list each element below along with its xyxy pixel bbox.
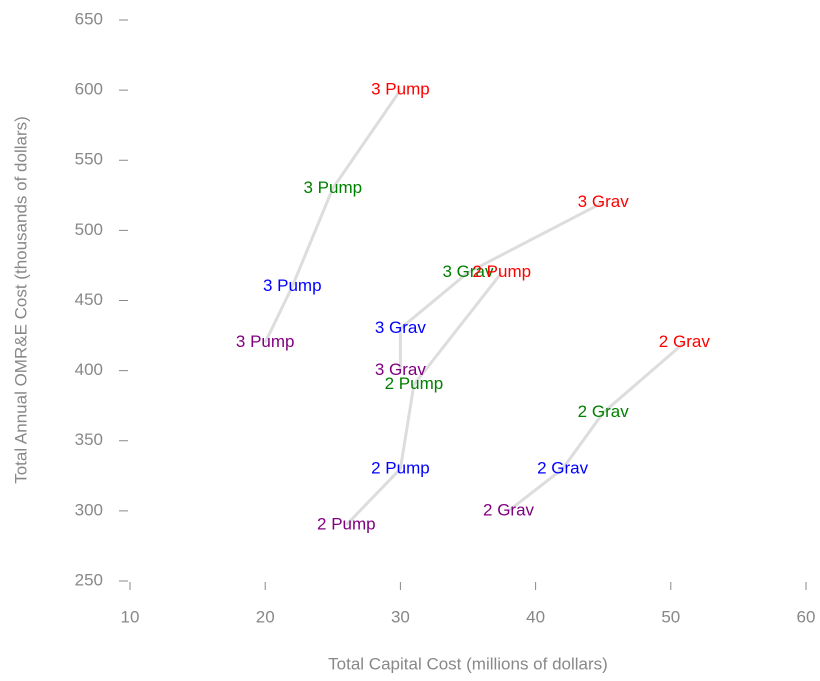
point-label: 3 Pump [236,332,295,351]
y-tick-label: 600 [75,80,103,99]
x-tick-label: 20 [256,607,275,626]
point-label: 2 Grav [578,402,630,421]
y-tick-label: 350 [75,430,103,449]
connector-line [507,341,686,513]
point-label: 2 Pump [473,262,532,281]
point-label: 2 Grav [483,500,535,519]
x-tick-label: 50 [661,607,680,626]
point-label: 3 Grav [442,262,494,281]
point-label: 3 Pump [371,80,430,99]
y-tick-label: 450 [75,290,103,309]
x-tick-label: 10 [121,607,140,626]
x-tick-label: 60 [797,607,816,626]
y-tick-label: 650 [75,9,103,28]
y-tick-label: 250 [75,570,103,589]
y-tick-label: 400 [75,360,103,379]
point-label: 2 Grav [659,332,711,351]
point-label: 3 Grav [375,318,427,337]
x-tick-label: 30 [391,607,410,626]
point-label: 3 Pump [263,276,322,295]
connector-line [263,89,402,344]
point-label: 3 Grav [375,360,427,379]
connector-line [398,200,604,371]
x-axis-label: Total Capital Cost (millions of dollars) [328,654,608,673]
x-tick-label: 40 [526,607,545,626]
point-label: 2 Pump [317,514,376,533]
point-label: 3 Pump [304,178,363,197]
y-tick-label: 550 [75,150,103,169]
y-tick-label: 300 [75,500,103,519]
y-tick-label: 500 [75,220,103,239]
point-label: 2 Grav [537,458,589,477]
y-axis-label: Total Annual OMR&E Cost (thousands of do… [11,116,30,484]
connector-line [345,271,503,526]
point-label: 2 Pump [385,374,444,393]
point-label: 3 Grav [578,192,630,211]
point-label: 2 Pump [371,458,430,477]
